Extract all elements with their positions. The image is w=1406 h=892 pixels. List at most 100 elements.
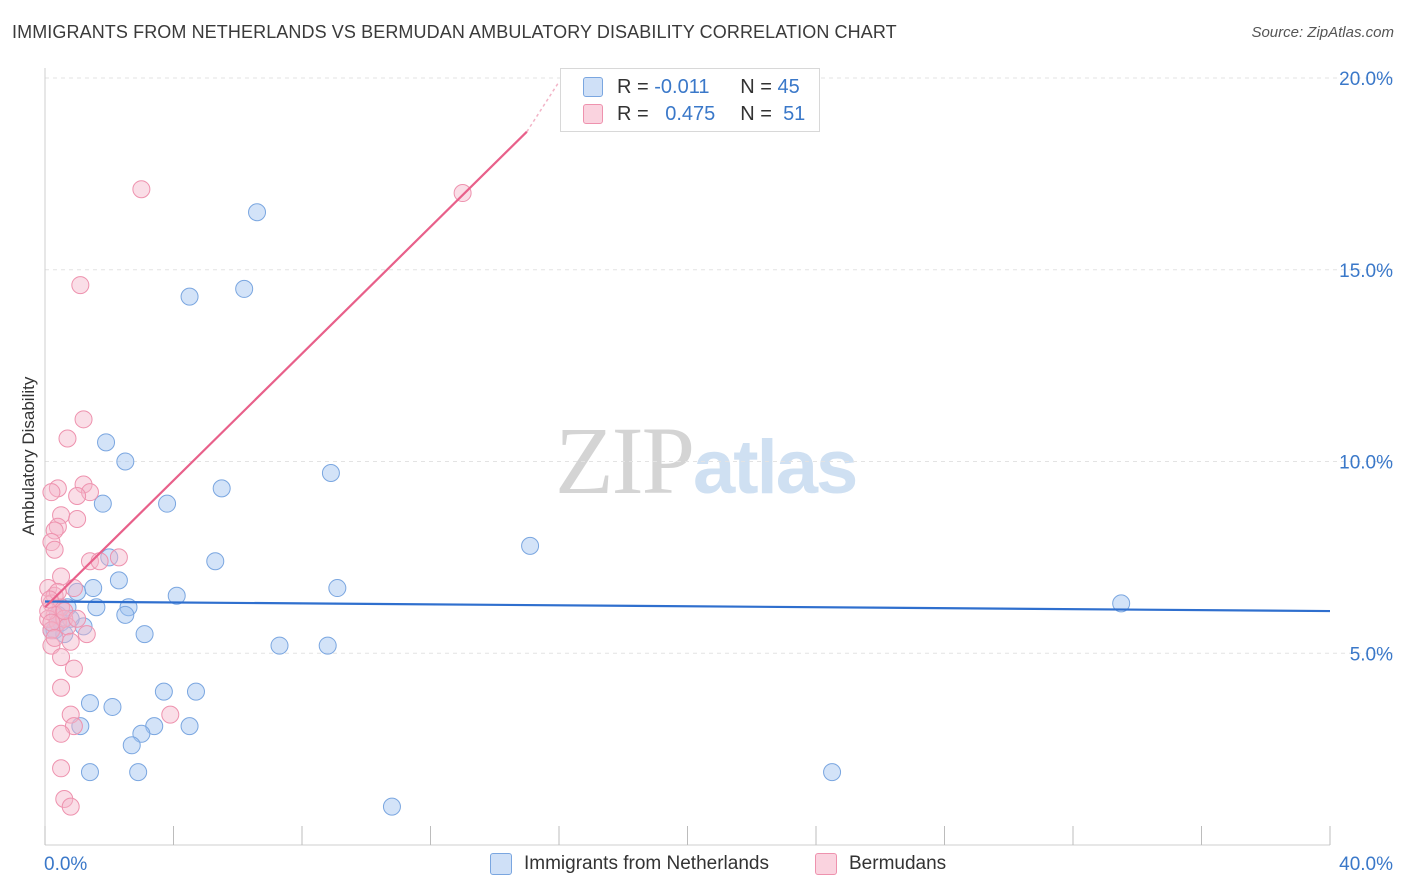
bottom-legend-bermudans: Bermudans — [815, 852, 946, 876]
netherlands-point — [80, 694, 99, 713]
netherlands-point — [270, 636, 289, 655]
bermudan-point — [52, 567, 71, 586]
netherlands-point — [823, 763, 842, 782]
bermudan-point — [161, 705, 180, 724]
bottom-legend-label-bermudans: Bermudans — [849, 853, 947, 874]
netherlands-point — [80, 763, 99, 782]
bermudan-point — [39, 579, 58, 598]
legend: R = -0.011 N = 45 R = 0.475 N = 51 — [560, 68, 820, 132]
watermark: ZIPatlas — [555, 405, 858, 516]
netherlands-point — [212, 479, 231, 498]
netherlands-point — [180, 717, 199, 736]
bermudan-point — [52, 724, 71, 743]
bermudan-point — [90, 552, 109, 571]
legend-swatch-netherlands — [583, 77, 603, 97]
netherlands-point — [206, 552, 225, 571]
legend-r-label: R = — [617, 102, 649, 125]
legend-n-label: N = — [740, 75, 772, 98]
netherlands-point — [154, 682, 173, 701]
netherlands-point — [97, 433, 116, 452]
netherlands-point — [158, 494, 177, 513]
netherlands-point — [103, 697, 122, 716]
bermudan-trendline-extension — [526, 81, 560, 133]
netherlands-point — [129, 763, 148, 782]
bermudan-point — [61, 797, 80, 816]
legend-row-bermudans: R = 0.475 N = 51 — [583, 101, 805, 127]
bermudan-point — [45, 521, 64, 540]
bermudan-point — [45, 540, 64, 559]
bottom-legend-swatch-netherlands — [490, 853, 512, 875]
netherlands-point — [1112, 594, 1131, 613]
legend-n-label: N = — [740, 102, 772, 125]
legend-r-label: R = — [617, 75, 649, 98]
bermudan-point — [109, 548, 128, 567]
watermark-zip: ZIP — [555, 407, 695, 514]
legend-n-value: 45 — [777, 75, 800, 98]
bermudan-point — [55, 789, 74, 808]
watermark-atlas: atlas — [693, 425, 858, 510]
y-tick-label: 10.0% — [1339, 453, 1393, 474]
bermudan-point — [61, 632, 80, 651]
legend-row-netherlands: R = -0.011 N = 45 — [583, 74, 800, 100]
netherlands-point — [167, 586, 186, 605]
x-tick-label: 0.0% — [44, 854, 87, 875]
netherlands-trendline — [44, 600, 1331, 613]
bermudan-point — [42, 483, 61, 502]
netherlands-point — [93, 494, 112, 513]
netherlands-point — [84, 579, 103, 598]
legend-swatch-bermudans — [583, 104, 603, 124]
netherlands-point — [521, 536, 540, 555]
bermudan-point — [64, 659, 83, 678]
netherlands-point — [71, 717, 90, 736]
bermudan-point — [52, 648, 71, 667]
legend-r-value: 0.475 — [665, 102, 716, 125]
bermudan-point — [74, 410, 93, 429]
netherlands-point — [235, 279, 254, 298]
x-tick-label: 40.0% — [1339, 854, 1393, 875]
bermudan-point — [58, 429, 77, 448]
netherlands-point — [116, 605, 135, 624]
netherlands-point — [109, 571, 128, 590]
bermudan-point — [453, 184, 472, 203]
bermudan-point — [52, 678, 71, 697]
netherlands-point — [321, 464, 340, 483]
bottom-legend-label-netherlands: Immigrants from Netherlands — [524, 853, 769, 874]
source-label: Source: ZipAtlas.com — [1251, 24, 1394, 41]
netherlands-point — [116, 452, 135, 471]
netherlands-point — [180, 287, 199, 306]
y-tick-label: 5.0% — [1350, 644, 1393, 665]
y-axis-label: Ambulatory Disability — [19, 376, 38, 535]
netherlands-point — [122, 736, 141, 755]
netherlands-point — [318, 636, 337, 655]
bermudan-trendline — [44, 130, 528, 609]
bermudan-point — [40, 590, 59, 609]
netherlands-point — [135, 625, 154, 644]
bermudan-point — [61, 705, 80, 724]
bermudan-point — [64, 579, 83, 598]
bermudan-point — [68, 487, 87, 506]
netherlands-point — [132, 724, 151, 743]
netherlands-point — [248, 203, 267, 222]
bermudan-point — [45, 628, 64, 647]
bermudan-point — [77, 625, 96, 644]
bermudan-point — [74, 475, 93, 494]
legend-r-value: -0.011 — [654, 75, 710, 98]
legend-n-value: 51 — [783, 102, 806, 125]
bottom-legend-netherlands: Immigrants from Netherlands — [490, 852, 769, 876]
y-tick-label: 20.0% — [1339, 69, 1393, 90]
y-tick-label: 15.0% — [1339, 261, 1393, 282]
netherlands-point — [100, 548, 119, 567]
netherlands-point — [186, 682, 205, 701]
bermudan-point — [68, 609, 87, 628]
bermudan-point — [42, 613, 61, 632]
bottom-legend-swatch-bermudans — [815, 853, 837, 875]
netherlands-point — [328, 579, 347, 598]
bermudan-point — [68, 510, 87, 529]
netherlands-point — [382, 797, 401, 816]
bermudan-point — [52, 759, 71, 778]
bermudan-point — [80, 552, 99, 571]
bermudan-point — [132, 180, 151, 199]
chart-title: IMMIGRANTS FROM NETHERLANDS VS BERMUDAN … — [12, 22, 897, 42]
bermudan-point — [71, 276, 90, 295]
